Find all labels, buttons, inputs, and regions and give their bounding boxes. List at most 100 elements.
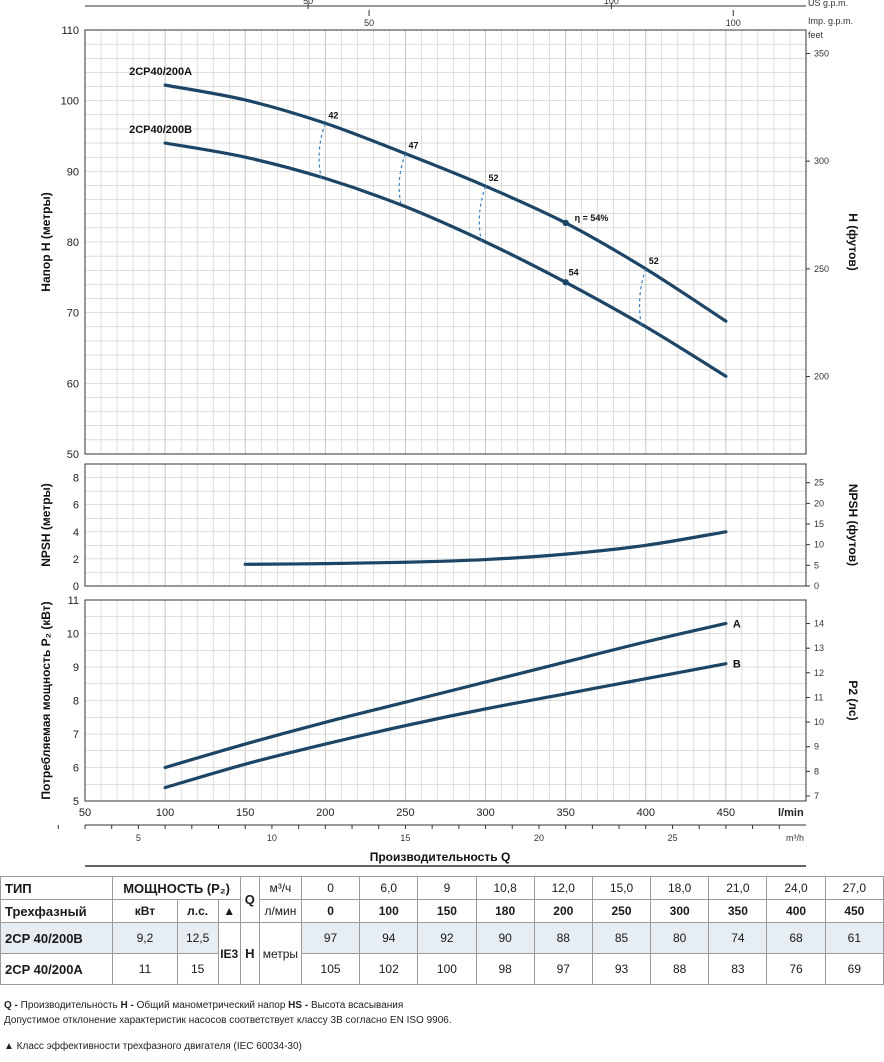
hp-cell: 15: [176, 953, 219, 985]
m3h-tick-label: 5: [136, 833, 141, 843]
tolerance-note: Допустимое отклонение характеристик насо…: [4, 1015, 452, 1026]
plot-frame: [84, 463, 807, 587]
q-m3h-cell: 27,0: [824, 876, 884, 900]
y2-axis-label: P2 (лс): [846, 680, 860, 720]
y2-tick-label: 10: [814, 717, 824, 727]
three-phase-header: Трехфазный: [0, 899, 114, 923]
y2-tick-label: 11: [814, 692, 823, 702]
best-efficiency-point: [562, 279, 569, 286]
h-cell: 94: [359, 922, 419, 954]
h-cell: 83: [708, 953, 768, 985]
head-chart: 50 60 70 80 90 100 110 200 250 300 350 Напор H (мет…: [39, 0, 860, 461]
h-cell: 85: [591, 922, 652, 954]
m3h-unit: m³/h: [786, 833, 804, 843]
curve-label: 2CP40/200B: [129, 124, 192, 136]
efficiency-class-triangle: ▲: [217, 899, 241, 923]
q-lmin-cell: 100: [359, 899, 419, 923]
x-tick-label: 350: [556, 807, 574, 819]
curve-end-label: B: [733, 659, 741, 671]
note-hs-key: HS -: [288, 1000, 309, 1011]
y2-tick-label: 25: [814, 478, 824, 488]
q-lmin-cell: 450: [824, 899, 884, 923]
m3h-tick-label: 15: [400, 833, 410, 843]
q-lmin-cell: 300: [650, 899, 710, 923]
kw-header: кВт: [112, 899, 178, 923]
h-cell: 90: [475, 922, 535, 954]
plot-frame: [84, 29, 807, 455]
legend-note: Q - Производительность H - Общий маномет…: [4, 1000, 403, 1011]
q-lmin-cell: 150: [417, 899, 477, 923]
us-gpm-tick-label: 50: [303, 0, 313, 6]
y-tick-label: 6: [73, 500, 79, 512]
curve-2cp40-200b: [163, 141, 728, 378]
h-cell: 80: [650, 922, 710, 954]
q-m3h-cell: 18,0: [650, 876, 710, 900]
h-cell: 61: [824, 922, 884, 954]
h-cell: 68: [766, 922, 826, 954]
y2-tick-label: 250: [814, 264, 829, 274]
q-lmin-cell: 0: [300, 899, 361, 923]
kw-cell: 11: [112, 953, 178, 985]
q-m3h-cell: 6,0: [359, 876, 419, 900]
efficiency-line: [398, 153, 407, 207]
type-cell: 2CP 40/200B: [0, 922, 114, 954]
y2-tick-label: 8: [814, 766, 819, 776]
power-chart: 5 6 7 8 9 10 11 7 8 9 10 11 12 13 14 Потребляемая мощно…: [39, 595, 860, 808]
q-lmin-cell: 180: [475, 899, 535, 923]
y2-axis-label: NPSH (футов): [846, 484, 860, 566]
npsh-chart: 0 2 4 6 8 0 5 10 15 20 25 NPSH (метры) NPSH (футов): [39, 463, 860, 593]
curve-end-label: A: [733, 618, 741, 630]
curve-2cp40-200a: [163, 83, 728, 323]
note-q-text: Производительность: [17, 1000, 121, 1011]
q-lmin-cell: 400: [766, 899, 826, 923]
q-label: Q: [239, 876, 260, 923]
y2-tick-label: 5: [814, 560, 819, 570]
y-tick-label: 8: [73, 473, 79, 485]
y2-tick-label: 14: [814, 619, 824, 629]
y2-tick-label: 0: [814, 581, 819, 591]
best-efficiency-point: [562, 219, 569, 227]
y-tick-label: 0: [73, 581, 79, 593]
x-tick-label: 150: [236, 807, 254, 819]
flow-axis: 50 100 150 200 250 300 350 400 450 l/min 5 10 15 20 25…: [57, 807, 806, 867]
x-tick-label: 200: [316, 807, 334, 819]
y2-tick-label: 9: [814, 742, 819, 752]
y-tick-label: 110: [61, 25, 79, 37]
h-cell: 97: [533, 953, 593, 985]
y2-tick-label: 20: [814, 498, 824, 508]
imp-gpm-tick-label: 50: [364, 18, 374, 28]
y-tick-label: 70: [67, 308, 79, 320]
h-cell: 69: [824, 953, 884, 985]
curve-power-a: [163, 621, 728, 770]
h-cell: 98: [475, 953, 535, 985]
q-lmin-cell: 200: [533, 899, 593, 923]
y2-tick-label: 200: [814, 372, 829, 382]
q-m3h-cell: 9: [417, 876, 477, 900]
y-axis-label: Потребляемая мощность P₂ (кВт): [39, 601, 53, 799]
imp-gpm-tick-label: 100: [726, 18, 741, 28]
y-tick-label: 8: [73, 696, 79, 708]
h-cell: 88: [650, 953, 710, 985]
m3h-tick-label: 10: [267, 833, 277, 843]
x-tick-label: 250: [396, 807, 414, 819]
efficiency-label: 52: [489, 173, 499, 183]
plot-frame: [84, 599, 807, 802]
efficiency-line: [318, 123, 326, 179]
x-tick-label: 400: [637, 807, 655, 819]
h-cell: 76: [766, 953, 826, 985]
q-unit-m3h: м³/ч: [258, 876, 302, 900]
performance-table: ТИП МОЩНОСТЬ (P₂) Q м³/ч 0 6,0 9 10,8 12…: [0, 876, 884, 985]
y2-tick-label: 12: [814, 668, 824, 678]
efficiency-line: [638, 268, 647, 327]
y2-tick-label: 15: [814, 519, 824, 529]
efficiency-label: 42: [328, 110, 338, 120]
h-cell: 92: [417, 922, 477, 954]
y-tick-label: 100: [61, 96, 79, 108]
efficiency-label: 47: [408, 141, 418, 151]
y-tick-label: 2: [73, 554, 79, 566]
y-tick-label: 80: [67, 237, 79, 249]
q-m3h-cell: 0: [300, 876, 361, 900]
h-label: H: [239, 922, 260, 985]
y2-tick-label: 13: [814, 643, 824, 653]
